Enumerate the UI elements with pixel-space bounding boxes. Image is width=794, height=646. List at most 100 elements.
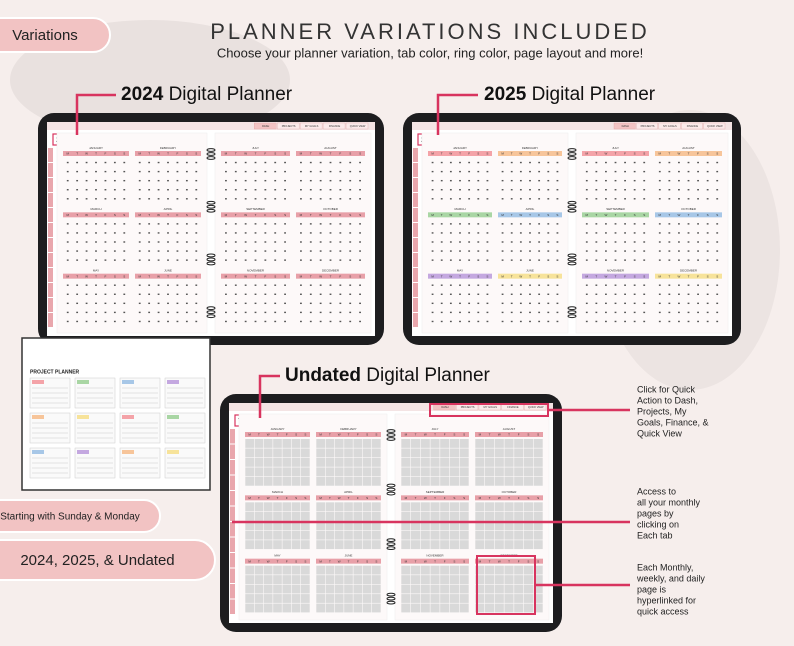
side-tab[interactable] xyxy=(48,238,53,252)
side-tab[interactable] xyxy=(48,283,53,297)
tab[interactable] xyxy=(636,122,658,130)
day-number xyxy=(431,302,434,305)
side-tab[interactable] xyxy=(413,223,418,237)
day-cell xyxy=(254,502,264,512)
tab[interactable] xyxy=(345,122,369,130)
side-tab[interactable] xyxy=(230,444,235,460)
side-tab[interactable] xyxy=(230,584,235,599)
weekday: S xyxy=(195,274,197,278)
day-number xyxy=(76,223,79,225)
side-tab[interactable] xyxy=(230,537,235,553)
weekday: F xyxy=(624,274,626,278)
day-number xyxy=(148,241,151,243)
day-cell xyxy=(344,540,353,550)
tab[interactable] xyxy=(658,122,681,130)
tab[interactable] xyxy=(277,122,300,130)
tab[interactable] xyxy=(299,122,323,130)
day-number xyxy=(85,170,88,173)
day-cell xyxy=(440,467,450,477)
day-cell xyxy=(440,530,450,540)
side-tab[interactable] xyxy=(413,283,418,297)
day-number xyxy=(167,179,169,182)
side-tab[interactable] xyxy=(48,193,53,207)
day-number xyxy=(510,179,513,182)
day-number xyxy=(76,250,79,252)
day-number xyxy=(76,293,79,295)
day-cell xyxy=(420,448,430,458)
side-tab[interactable] xyxy=(48,223,53,237)
side-tab[interactable] xyxy=(230,506,235,522)
side-tab[interactable] xyxy=(48,178,53,192)
side-tab[interactable] xyxy=(48,298,53,312)
day-number xyxy=(254,259,257,261)
side-tab[interactable] xyxy=(230,522,235,537)
day-number xyxy=(138,189,141,191)
side-tab[interactable] xyxy=(230,429,235,444)
weekday: T xyxy=(415,496,417,500)
side-tab[interactable] xyxy=(230,460,235,475)
weekday: M xyxy=(405,559,408,563)
side-tab[interactable] xyxy=(413,193,418,207)
day-cell xyxy=(282,603,292,613)
side-tab[interactable] xyxy=(48,268,53,282)
day-cell xyxy=(430,457,440,467)
tab[interactable] xyxy=(613,122,636,130)
day-number xyxy=(66,293,69,295)
side-tab[interactable] xyxy=(413,253,418,267)
day-number xyxy=(254,179,257,182)
side-tab[interactable] xyxy=(413,238,418,252)
day-number xyxy=(66,161,69,164)
side-tab[interactable] xyxy=(413,178,418,192)
day-number xyxy=(95,259,97,261)
day-cell xyxy=(263,521,273,531)
day-number xyxy=(614,241,617,243)
month-label: JUNE xyxy=(345,553,353,557)
day-number xyxy=(157,223,160,225)
day-number xyxy=(678,311,680,314)
day-number xyxy=(697,232,699,234)
day-cell xyxy=(533,511,543,521)
side-tab[interactable] xyxy=(230,475,235,491)
side-tab[interactable] xyxy=(413,313,418,327)
tab[interactable] xyxy=(322,122,346,130)
day-cell xyxy=(485,502,495,512)
day-number xyxy=(329,311,332,314)
day-cell xyxy=(485,511,495,521)
day-cell xyxy=(362,439,372,448)
weekday: T xyxy=(258,559,260,563)
day-number xyxy=(195,223,198,225)
side-tab[interactable] xyxy=(230,553,235,568)
day-number xyxy=(339,198,342,200)
day-cell xyxy=(420,457,430,467)
day-number xyxy=(459,320,461,323)
day-cell xyxy=(504,467,514,477)
side-tab[interactable] xyxy=(48,208,53,222)
day-cell xyxy=(504,594,514,603)
side-tab[interactable] xyxy=(48,163,53,177)
side-tab[interactable] xyxy=(230,568,235,584)
day-cell xyxy=(440,448,450,458)
side-tab[interactable] xyxy=(230,599,235,615)
tab[interactable] xyxy=(254,122,277,130)
day-number xyxy=(678,223,680,225)
day-number xyxy=(95,189,97,191)
weekday: S xyxy=(634,152,636,156)
side-tab[interactable] xyxy=(413,268,418,282)
side-tab[interactable] xyxy=(230,491,235,506)
side-tab[interactable] xyxy=(48,313,53,327)
side-tab[interactable] xyxy=(413,208,418,222)
tab[interactable] xyxy=(681,122,703,130)
day-number xyxy=(519,189,522,191)
day-number xyxy=(274,302,277,305)
side-tab[interactable] xyxy=(48,253,53,267)
day-number xyxy=(95,320,97,323)
day-number xyxy=(319,232,322,234)
tab[interactable] xyxy=(703,122,726,130)
side-tab[interactable] xyxy=(413,163,418,177)
day-cell xyxy=(301,603,310,613)
side-tab[interactable] xyxy=(413,148,418,162)
side-tab[interactable] xyxy=(413,298,418,312)
weekday: T xyxy=(148,213,150,217)
day-number xyxy=(547,259,550,261)
side-tab[interactable] xyxy=(48,148,53,162)
